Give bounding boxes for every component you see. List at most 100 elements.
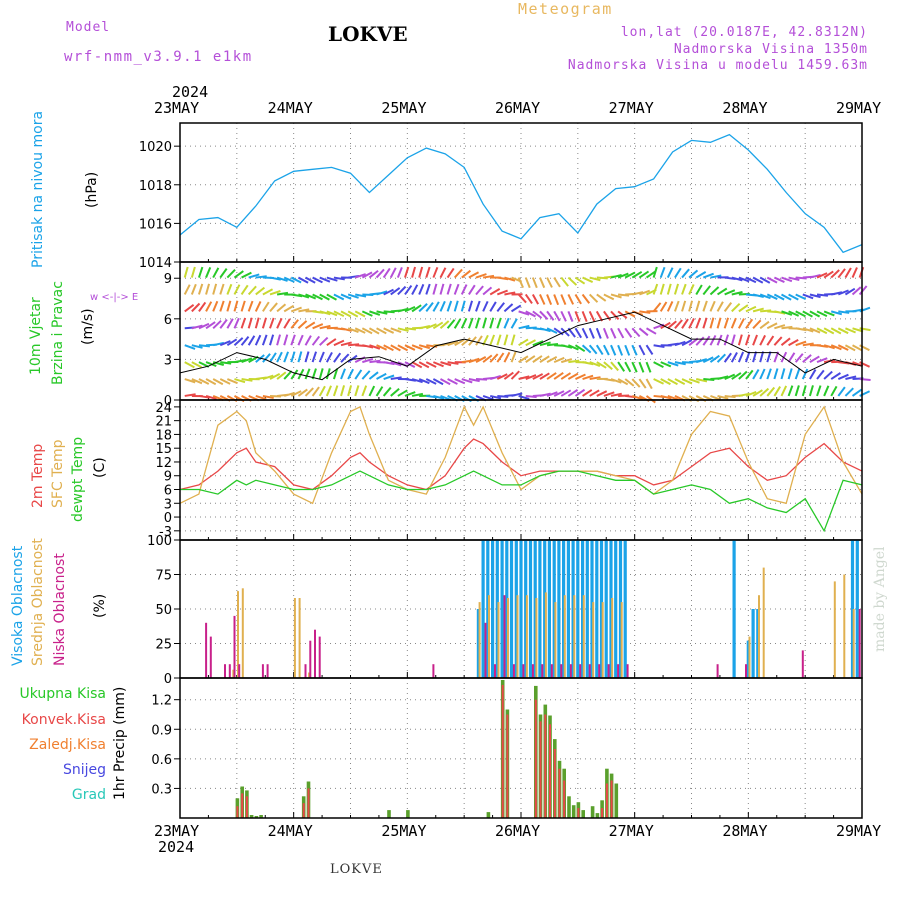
bar-3-2 [531, 664, 534, 678]
wind-arrow [333, 339, 345, 347]
wind-arrow [639, 310, 651, 314]
wind-arrow [731, 276, 743, 282]
wind-arrow [368, 371, 379, 380]
wind-arrow [546, 372, 557, 380]
wind-arrow [305, 293, 317, 300]
wind-arrow [262, 301, 270, 312]
bar-3-1 [232, 669, 235, 678]
wind-arrow [845, 327, 856, 334]
wind-arrow [411, 304, 422, 313]
bar-3-2 [314, 629, 316, 678]
wind-arrow [432, 266, 439, 278]
wind-arrow [837, 327, 849, 335]
wind-arrow [475, 273, 487, 279]
wind-arrow [433, 394, 445, 400]
wind-arrow [738, 370, 748, 380]
wind-arrow [710, 395, 722, 401]
wind-arrow [801, 385, 807, 397]
wind-arrow [482, 300, 489, 312]
wind-arrow [673, 300, 680, 312]
wind-arrow [432, 283, 438, 295]
wind-arrow [375, 386, 384, 397]
wind-arrow [624, 361, 632, 373]
wind-arrow [489, 301, 497, 312]
wind-arrow [716, 334, 723, 346]
wind-arrow [347, 293, 359, 299]
wind-arrow [247, 285, 257, 296]
wind-arrow [553, 294, 560, 306]
wind-arrow [702, 285, 711, 296]
wind-arrow [369, 359, 381, 364]
wind-arrow [510, 370, 520, 380]
wind-arrow [766, 351, 772, 363]
wind-arrow [290, 276, 302, 284]
bar-4-1 [501, 684, 504, 818]
wind-arrow [723, 334, 729, 346]
wind-arrow [731, 372, 742, 380]
wind-arrow [340, 310, 352, 318]
wind-arrow [390, 327, 402, 334]
wind-arrow [283, 334, 289, 346]
series-line-2-0 [179, 438, 863, 491]
precip-legend-snow: Snijeg [63, 762, 106, 778]
wind-arrow [518, 355, 529, 363]
wind-arrow [233, 270, 244, 279]
wind-arrow [219, 268, 228, 279]
bar-3-0 [623, 540, 627, 678]
wind-arrow [709, 317, 715, 329]
wind-arrow [546, 294, 553, 306]
wind-arrow [610, 392, 622, 397]
wind-arrow [595, 310, 604, 322]
wind-arrow [262, 394, 274, 400]
wind-arrow [745, 351, 751, 363]
wind-arrow [809, 355, 820, 363]
wind-arrow [659, 283, 665, 295]
wind-arrow [382, 267, 391, 279]
wind-arrow [305, 276, 316, 284]
wind-arrow [297, 276, 309, 284]
wind-arrow [205, 378, 217, 386]
wind-arrow [205, 394, 217, 400]
bar-3-1 [601, 602, 604, 678]
wind-arrow [660, 394, 672, 400]
wind-arrow [482, 317, 488, 329]
bar-3-2 [522, 664, 525, 678]
wind-arrow [688, 269, 699, 279]
wind-arrow [191, 324, 203, 330]
wind-arrow [695, 317, 702, 329]
wind-arrow [418, 303, 428, 313]
wind-arrow [205, 301, 213, 312]
bar-3-0 [618, 540, 623, 678]
wind-label-1: 10m Vjetar [28, 297, 44, 375]
bar-3-0 [543, 540, 547, 678]
wind-arrow [610, 310, 620, 321]
bottom-title: LOKVE [330, 862, 383, 877]
wind-arrow [595, 327, 602, 339]
wind-arrow [724, 289, 736, 296]
bar-3-1 [535, 598, 538, 678]
wind-arrow [838, 310, 850, 314]
wind-arrow [382, 386, 392, 397]
wind-arrow [589, 276, 601, 282]
wind-arrow [752, 293, 765, 298]
bar-3-0 [590, 540, 594, 678]
wind-arrow [425, 283, 431, 295]
wind-arrow [738, 304, 749, 313]
wind-arrow [845, 375, 857, 381]
dewpt-label: dewpt Temp [70, 437, 86, 522]
bar-3-2 [484, 622, 487, 678]
wind-arrow [581, 311, 588, 322]
bar-3-0 [476, 609, 480, 678]
bar-4-0 [406, 810, 410, 818]
wind-arrow [368, 385, 376, 397]
wind-arrow [702, 272, 714, 279]
wind-arrow [432, 321, 444, 330]
wind-arrow [340, 353, 350, 363]
wind-arrow [624, 344, 631, 356]
wind-arrow [610, 273, 622, 279]
wind-arrow [518, 375, 530, 381]
wind-arrow [333, 310, 345, 318]
bar-3-2 [318, 636, 321, 678]
wind-arrow [588, 327, 595, 339]
